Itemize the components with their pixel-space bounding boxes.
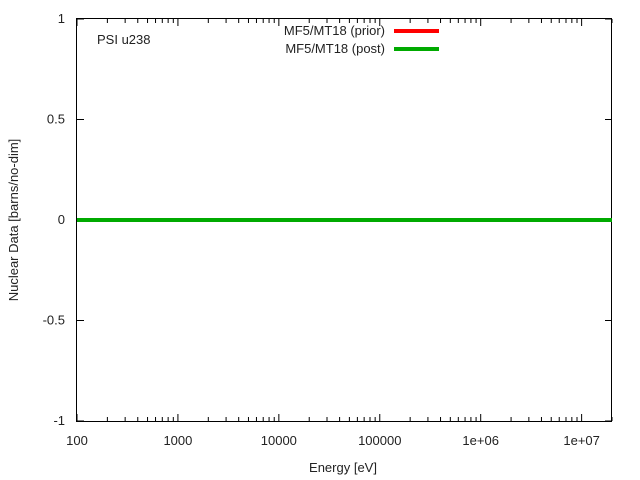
y-tick-label: 0 [58,212,65,227]
x-tick-label: 1e+07 [563,433,600,448]
x-tick-label: 100000 [358,433,401,448]
legend-label: MF5/MT18 (prior) [284,23,385,38]
legend-label: MF5/MT18 (post) [285,41,385,56]
x-axis-label: Energy [eV] [309,460,377,475]
x-tick-label: 100 [66,433,88,448]
legend: MF5/MT18 (prior) MF5/MT18 (post) [284,23,439,56]
annotation-label: PSI u238 [97,32,151,47]
y-tick-label: 1 [58,11,65,26]
x-tick-label: 1e+06 [462,433,499,448]
x-tick-label: 1000 [163,433,192,448]
y-tick-label: 0.5 [47,112,65,127]
y-tick-label: -0.5 [43,313,65,328]
x-tick-label: 10000 [261,433,297,448]
y-tick-label: -1 [53,413,65,428]
y-axis-label: Nuclear Data [barns/no-dim] [6,139,21,302]
